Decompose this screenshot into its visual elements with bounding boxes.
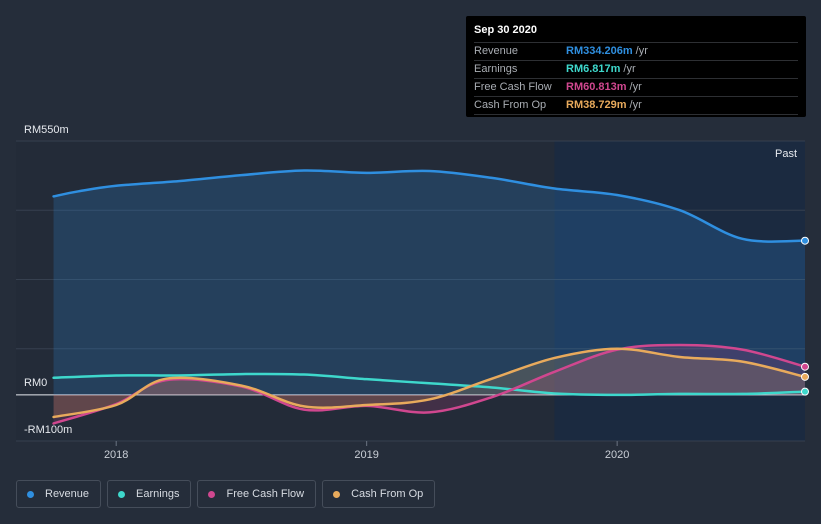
- tooltip-series-name: Free Cash Flow: [474, 81, 552, 93]
- revenue-area: [53, 170, 806, 395]
- legend: Revenue Earnings Free Cash Flow Cash From O…: [16, 480, 436, 508]
- free-cash-flow-line: [52, 343, 807, 425]
- legend-label: Earnings: [136, 488, 180, 500]
- plot-background: [16, 141, 555, 441]
- x-tick-label-2018: 2018: [104, 449, 128, 461]
- revenue-end-marker: [801, 236, 809, 245]
- tooltip-series-unit: /yr: [629, 81, 642, 93]
- tooltip-series-value: RM6.817m: [566, 63, 621, 75]
- tooltip-series-value: RM334.206m: [566, 45, 633, 57]
- legend-dot-icon: [27, 490, 34, 498]
- legend-dot-icon: [333, 490, 341, 498]
- free-cash-flow-end-marker: [801, 362, 809, 371]
- tooltip-row: Cash From Op RM38.729m/yr: [474, 96, 798, 115]
- legend-label: Free Cash Flow: [226, 488, 305, 500]
- tooltip-series-unit: /yr: [629, 99, 642, 111]
- cash-from-op-end-marker: [801, 372, 809, 381]
- past-region: [554, 141, 805, 441]
- y-label-zero: RM0: [24, 377, 47, 389]
- earnings-end-marker: [801, 387, 809, 396]
- tooltip-row: Free Cash Flow RM60.813m/yr: [474, 78, 798, 96]
- y-label-top: RM550m: [24, 124, 69, 136]
- chart-area: RM550m RM0 -RM100m Past 2018 2019 2020: [16, 124, 809, 461]
- cash-from-op-area: [53, 348, 806, 417]
- tooltip-row: Earnings RM6.817m/yr: [474, 60, 798, 78]
- tooltip-series-name: Revenue: [474, 45, 519, 57]
- tooltip: Sep 30 2020 Revenue RM334.206m/yr Earnings…: [466, 16, 806, 117]
- tooltip-row: Revenue RM334.206m/yr: [474, 42, 798, 60]
- free-cash-flow-area: [53, 345, 806, 424]
- x-tick-label-2020: 2020: [605, 449, 629, 461]
- legend-label: Revenue: [45, 488, 90, 500]
- tooltip-series-name: Cash From Op: [474, 99, 547, 111]
- tooltip-series-unit: /yr: [623, 63, 636, 75]
- earnings-line: [52, 372, 807, 397]
- legend-label: Cash From Op: [351, 488, 424, 500]
- cash-from-op-line: [52, 347, 807, 419]
- legend-item-revenue[interactable]: Revenue: [16, 480, 102, 508]
- x-tick-label-2019: 2019: [354, 449, 378, 461]
- past-label: Past: [775, 148, 797, 160]
- tooltip-series-name: Earnings: [474, 63, 518, 75]
- y-label-bottom: -RM100m: [24, 424, 72, 436]
- legend-dot-icon: [208, 490, 216, 498]
- legend-item-cash-from-op[interactable]: Cash From Op: [322, 480, 436, 508]
- tooltip-series-value: RM60.813m: [566, 81, 627, 93]
- revenue-line: [52, 169, 807, 243]
- tooltip-series-unit: /yr: [635, 45, 648, 57]
- legend-item-free-cash-flow[interactable]: Free Cash Flow: [197, 480, 317, 508]
- legend-item-earnings[interactable]: Earnings: [107, 480, 192, 508]
- legend-dot-icon: [118, 490, 126, 498]
- tooltip-series-value: RM38.729m: [566, 99, 627, 111]
- tooltip-date: Sep 30 2020: [474, 24, 537, 36]
